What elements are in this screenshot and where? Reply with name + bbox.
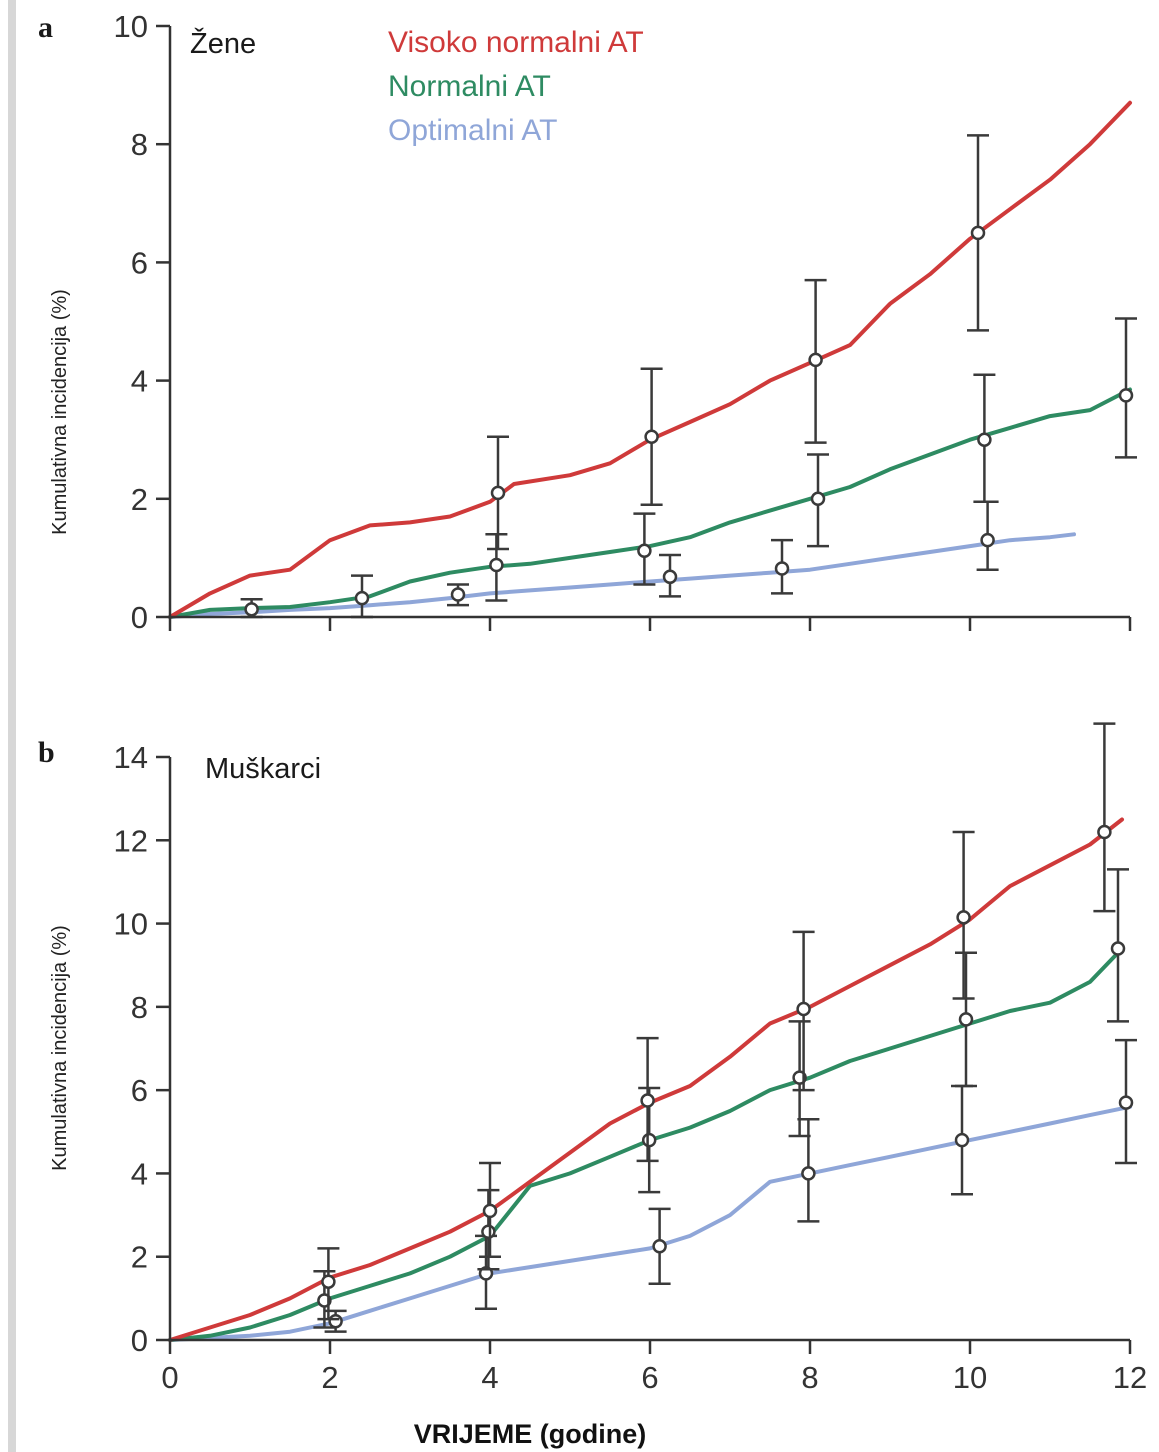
panel-a-series — [168, 100, 1137, 619]
panel-b-x-tick-label: 8 — [801, 1360, 818, 1395]
panel-a-data-point-optimalni-at — [774, 561, 790, 576]
panel-b-letter: b — [38, 736, 55, 769]
panel-a-error-bar-optimalni-at — [447, 583, 469, 607]
panel-b-error-bar-visoko-normalni-at — [317, 1247, 340, 1321]
panel-a-data-point-visoko-normalni-at — [970, 225, 986, 241]
panel-b-x-tick-label: 4 — [481, 1360, 498, 1395]
panel-b-error-bar-visoko-normalni-at — [792, 930, 815, 1092]
panel-a-error-bar-normalni-at — [973, 373, 996, 504]
panel-b-y-tick-label: 2 — [131, 1240, 148, 1275]
panel-b-data-point-visoko-normalni-at — [796, 1001, 811, 1017]
panel-a-error-bar-optimalni-at — [976, 500, 999, 571]
panel-b-error-bar-normalni-at — [638, 1086, 661, 1194]
panel-b-error-bar-optimalni-at — [648, 1207, 671, 1286]
panel-b-men: b Muškarci Kumulativna incidencija (%) 0… — [38, 722, 1148, 1449]
panel-b-y-tick-label: 6 — [131, 1073, 148, 1108]
panel-a-letter: a — [38, 11, 53, 44]
panel-a-y-tick-label: 4 — [131, 364, 148, 399]
panel-b-series — [168, 722, 1137, 1342]
panel-b-y-tick-label: 10 — [114, 907, 148, 942]
panel-b-error-bar-visoko-normalni-at — [636, 1036, 659, 1163]
panel-b-data-point-normalni-at — [1110, 941, 1126, 956]
panel-a-error-bar-visoko-normalni-at — [967, 134, 989, 332]
panel-b-x-tick-label: 12 — [1113, 1360, 1147, 1395]
panel-a-axes: 0 2 4 6 8 10 — [114, 9, 1132, 635]
panel-b-x-tick-label: 6 — [641, 1360, 658, 1395]
panel-b-data-point-visoko-normalni-at — [956, 910, 971, 925]
panel-a-data-point-normalni-at — [810, 491, 826, 507]
x-axis-label: VRIJEME (godine) — [414, 1419, 647, 1449]
panel-b-title: Muškarci — [205, 753, 321, 785]
panel-b-error-bar-normalni-at — [1107, 868, 1129, 1023]
panel-b-data-point-optimalni-at — [1118, 1095, 1134, 1110]
panel-b-y-tick-label: 4 — [131, 1156, 148, 1191]
panel-b-x-tick-label: 0 — [161, 1360, 178, 1395]
panel-b-y-tick-label: 14 — [114, 740, 148, 775]
panel-b-data-point-optimalni-at — [801, 1166, 816, 1181]
panel-b-y-tick-label: 12 — [114, 823, 148, 858]
legend-normal: Normalni AT — [388, 70, 551, 103]
panel-a-data-point-visoko-normalni-at — [490, 485, 506, 501]
panel-a-data-point-visoko-normalni-at — [808, 352, 823, 368]
panel-b-data-point-normalni-at — [641, 1132, 657, 1148]
panel-a-data-point-visoko-normalni-at — [644, 429, 659, 444]
panel-a-data-point-normalni-at — [977, 432, 992, 447]
panel-a-data-point-optimalni-at — [662, 569, 678, 585]
panel-a-error-bar-visoko-normalni-at — [487, 435, 509, 551]
panel-a-title: Žene — [190, 27, 256, 60]
panel-a-women: a Žene Visoko normalni AT Normalni AT Op… — [38, 9, 1137, 635]
panel-a-error-bar-optimalni-at — [771, 538, 793, 595]
panel-a-y-axis-label: Kumulativna incidencija (%) — [49, 289, 71, 535]
panel-b-error-bar-normalni-at — [477, 1188, 500, 1271]
panel-b-error-bar-visoko-normalni-at — [952, 830, 975, 1000]
legend-high-normal: Visoko normalni AT — [388, 26, 644, 59]
panel-b-data-point-visoko-normalni-at — [321, 1274, 336, 1289]
panel-b-data-point-normalni-at — [481, 1224, 496, 1239]
legend-optimal: Optimalni AT — [388, 114, 558, 147]
panel-b-data-point-normalni-at — [958, 1012, 974, 1027]
panel-b-x-tick-label: 10 — [953, 1360, 987, 1395]
panel-a-y-tick-label: 6 — [131, 245, 148, 280]
panel-a-line-normalni-at — [168, 387, 1132, 619]
panel-b-error-bar-normalni-at — [788, 1020, 811, 1138]
panel-b-line-visoko-normalni-at — [168, 817, 1124, 1342]
panel-b-data-point-optimalni-at — [954, 1132, 970, 1148]
panel-a-data-point-optimalni-at — [450, 587, 466, 602]
panel-a-data-point-normalni-at — [354, 590, 370, 606]
panel-a-data-point-optimalni-at — [980, 532, 995, 548]
panel-b-data-point-visoko-normalni-at — [482, 1203, 498, 1219]
panel-b-data-point-optimalni-at — [652, 1239, 667, 1254]
panel-a-y-tick-label: 2 — [131, 482, 148, 517]
panel-a-data-point-normalni-at — [637, 543, 652, 559]
panel-b-y-axis-label: Kumulativna incidencija (%) — [49, 925, 71, 1171]
panel-b-data-point-visoko-normalni-at — [640, 1093, 655, 1108]
panel-a-error-bar-optimalni-at — [659, 553, 681, 598]
panel-a-error-bar-normalni-at — [633, 512, 656, 586]
panel-b-x-tick-label: 2 — [321, 1360, 338, 1395]
panel-a-error-bar-normalni-at — [485, 533, 508, 602]
panel-a-error-bar-visoko-normalni-at — [640, 367, 663, 506]
panel-a-data-point-normalni-at — [1118, 388, 1134, 403]
panel-a-y-tick-label: 0 — [131, 600, 148, 635]
panel-a-error-bar-normalni-at — [807, 453, 829, 548]
panel-a-y-tick-label: 10 — [114, 9, 148, 44]
panel-a-data-point-normalni-at — [244, 602, 259, 617]
panel-a-error-bar-visoko-normalni-at — [804, 278, 827, 444]
panel-b-error-bar-visoko-normalni-at — [1093, 722, 1116, 913]
panel-a-error-bar-normalni-at — [1115, 317, 1137, 459]
panel-b-error-bar-normalni-at — [955, 951, 977, 1088]
panel-b-error-bar-optimalni-at — [1115, 1038, 1137, 1165]
panel-b-data-point-optimalni-at — [328, 1314, 343, 1329]
panel-b-y-tick-label: 8 — [131, 990, 148, 1025]
left-edge-bar — [8, 0, 16, 1452]
panel-b-axes: 0 2 4 6 8 10 12 14 0 2 4 6 8 10 12 — [114, 740, 1148, 1395]
panel-b-y-tick-label: 0 — [131, 1323, 148, 1358]
panel-b-data-point-visoko-normalni-at — [1097, 824, 1112, 840]
panel-a-line-optimalni-at — [168, 532, 1076, 619]
panel-b-error-bar-visoko-normalni-at — [479, 1161, 501, 1258]
panel-a-y-tick-label: 8 — [131, 127, 148, 162]
panel-a-data-point-normalni-at — [489, 557, 504, 573]
